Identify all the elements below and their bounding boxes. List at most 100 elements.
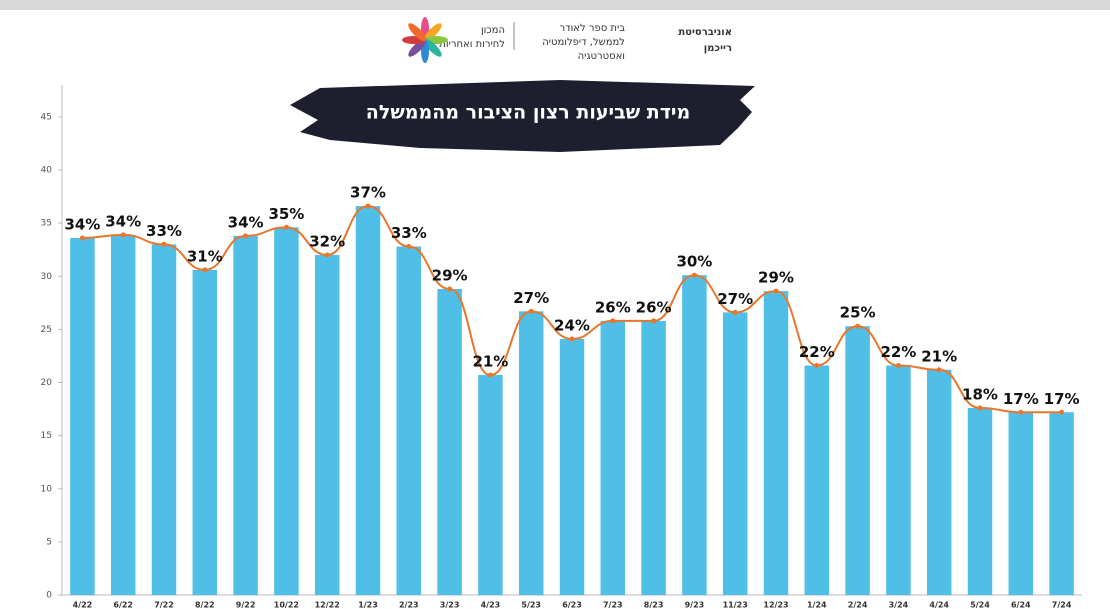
x-tick-label: 8/23 <box>644 601 664 609</box>
bar <box>764 291 788 595</box>
bar <box>274 227 298 595</box>
value-label: 18% <box>962 386 998 404</box>
value-label: 27% <box>717 290 753 308</box>
x-tick-label: 5/23 <box>521 601 541 609</box>
value-label: 37% <box>350 184 386 202</box>
trend-point <box>121 232 126 237</box>
bar <box>519 311 543 595</box>
school-name: ואסטרטגיה <box>578 51 625 62</box>
bar <box>478 375 502 595</box>
bar <box>1049 412 1073 595</box>
trend-point <box>80 236 85 241</box>
trend-point <box>1018 410 1023 415</box>
x-tick-label: 6/22 <box>113 601 133 609</box>
trend-point <box>488 373 493 378</box>
x-tick-label: 12/22 <box>315 601 340 609</box>
chart: אוניברסיטת רייכמן בית ספר לאודר לממשל, ד… <box>0 0 1110 609</box>
bar <box>641 321 665 595</box>
bar <box>397 247 421 596</box>
bar <box>927 370 951 595</box>
value-label: 34% <box>228 213 264 231</box>
x-tick-label: 8/22 <box>195 601 215 609</box>
x-tick-label: 4/23 <box>481 601 501 609</box>
x-tick-label: 11/23 <box>723 601 748 609</box>
school-name: לממשל, דיפלומטיה <box>542 37 625 48</box>
trend-point <box>814 363 819 368</box>
bar <box>723 312 747 595</box>
trend-point <box>937 367 942 372</box>
x-tick-label: 2/23 <box>399 601 419 609</box>
trend-point <box>855 324 860 329</box>
bar <box>356 206 380 595</box>
value-label: 17% <box>1044 390 1080 408</box>
x-tick-label: 7/23 <box>603 601 623 609</box>
x-tick-label: 3/24 <box>889 601 909 609</box>
value-label: 22% <box>799 343 835 361</box>
x-tick-label: 4/24 <box>929 601 949 609</box>
value-label: 25% <box>840 304 876 322</box>
value-label: 29% <box>432 267 468 285</box>
x-tick-label: 5/24 <box>970 601 990 609</box>
value-label: 34% <box>64 216 100 234</box>
bar <box>560 339 584 595</box>
y-tick-label: 30 <box>41 272 53 282</box>
x-tick-label: 9/22 <box>236 601 256 609</box>
value-label: 21% <box>472 353 508 371</box>
university-name: אוניברסיטת <box>678 27 732 38</box>
value-label: 32% <box>309 233 345 251</box>
bar <box>152 244 176 595</box>
y-tick-label: 5 <box>46 537 52 547</box>
y-tick-label: 35 <box>41 219 52 229</box>
value-label: 34% <box>105 212 141 230</box>
trend-point <box>447 287 452 292</box>
value-label: 26% <box>595 298 631 316</box>
x-tick-label: 12/23 <box>763 601 788 609</box>
trend-point <box>978 406 983 411</box>
trend-point <box>406 244 411 249</box>
y-tick-label: 45 <box>41 112 52 122</box>
y-tick-label: 0 <box>46 591 52 601</box>
school-name: בית ספר לאודר <box>559 23 625 34</box>
bar <box>805 366 829 596</box>
x-tick-label: 10/22 <box>274 601 299 609</box>
y-tick-label: 20 <box>41 378 53 388</box>
bar <box>845 326 869 595</box>
trend-point <box>733 310 738 315</box>
value-label: 17% <box>1003 390 1039 408</box>
y-tick-label: 10 <box>41 484 53 494</box>
value-label: 33% <box>391 224 427 242</box>
value-label: 24% <box>554 316 590 334</box>
trend-point <box>692 273 697 278</box>
x-tick-label: 7/24 <box>1052 601 1072 609</box>
chart-title: מידת שביעות רצון הציבור מהממשלה <box>366 102 690 124</box>
value-label: 29% <box>758 269 794 287</box>
x-tick-label: 7/22 <box>154 601 174 609</box>
y-tick-label: 15 <box>41 431 52 441</box>
bar <box>601 321 625 595</box>
bar <box>111 235 135 595</box>
trend-point <box>202 267 207 272</box>
trend-point <box>366 204 371 209</box>
top-bar <box>0 0 1110 10</box>
x-tick-label: 9/23 <box>685 601 705 609</box>
trend-point <box>651 318 656 323</box>
y-tick-label: 25 <box>41 325 52 335</box>
trend-point <box>162 242 167 247</box>
bar <box>233 236 257 595</box>
bar <box>968 408 992 595</box>
value-label: 30% <box>676 253 712 271</box>
institute-name: המכון <box>481 25 505 36</box>
trend-point <box>896 363 901 368</box>
x-tick-label: 3/23 <box>440 601 460 609</box>
value-label: 22% <box>880 343 916 361</box>
trend-point <box>774 289 779 294</box>
x-tick-label: 4/22 <box>73 601 93 609</box>
trend-point <box>610 318 615 323</box>
bar <box>70 238 94 595</box>
bar <box>193 270 217 595</box>
bar <box>886 366 910 596</box>
university-name: רייכמן <box>704 43 732 54</box>
value-label: 35% <box>268 205 304 223</box>
y-tick-label: 40 <box>41 166 53 176</box>
trend-point <box>529 309 534 314</box>
